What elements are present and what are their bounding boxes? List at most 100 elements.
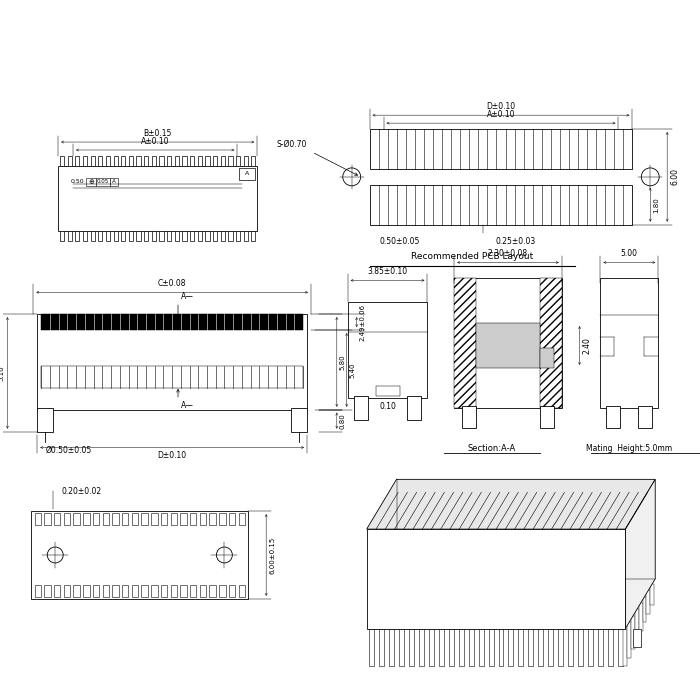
Bar [64,513,70,525]
Bar [631,616,635,649]
Bar [93,513,99,525]
Bar [58,166,257,230]
Bar [578,527,584,537]
Bar [354,395,368,420]
Bar [369,629,374,666]
Bar [98,230,102,241]
Text: A: A [245,172,249,176]
Bar [370,185,632,225]
Bar [348,302,428,398]
Bar [558,629,564,666]
Text: 2.40: 2.40 [582,337,592,354]
Bar [83,584,90,597]
Bar [399,629,404,666]
Text: 5.40: 5.40 [350,362,356,378]
Bar [439,629,444,666]
Bar [197,156,202,166]
Bar [239,584,245,597]
Bar [454,279,561,407]
Text: Mating  Height:5.0mm: Mating Height:5.0mm [587,444,673,452]
Bar [190,156,195,166]
Bar [528,527,534,537]
Bar [199,513,206,525]
Bar [409,629,414,666]
Text: 2.30±0.08: 2.30±0.08 [488,249,528,258]
Bar [37,407,53,432]
Bar [548,629,553,666]
Text: 5.10: 5.10 [0,365,4,381]
Bar [418,527,425,537]
Bar [251,156,256,166]
Polygon shape [625,480,655,629]
Bar [141,584,148,597]
Bar [408,527,414,537]
Bar [597,527,603,537]
Bar [389,629,394,666]
Bar [646,590,650,614]
Bar [199,584,206,597]
Text: 0.20±0.02: 0.20±0.02 [61,486,102,496]
Bar [90,230,94,241]
Bar [219,513,225,525]
Bar [244,230,248,241]
Bar [144,156,148,166]
Bar [167,156,172,166]
Text: S-Ø0.70: S-Ø0.70 [276,140,307,149]
Bar [498,527,504,537]
Bar [547,527,554,537]
Bar [449,629,454,666]
Bar [110,178,118,186]
Text: Section:A-A: Section:A-A [468,444,516,452]
Bar [598,629,603,666]
Bar [197,230,202,241]
Bar [74,513,80,525]
Bar [519,629,524,666]
Bar [54,513,60,525]
Bar [607,527,614,537]
Bar [498,629,503,666]
Bar [291,407,307,432]
Bar [540,348,554,368]
Polygon shape [367,480,655,529]
Bar [205,230,209,241]
Bar [75,156,79,166]
Bar [438,527,444,537]
Bar [638,406,652,428]
Text: 2.49±0.06: 2.49±0.06 [360,304,365,341]
Text: 0.80: 0.80 [340,413,346,428]
Bar [190,584,197,597]
Bar [508,527,514,537]
Text: C±0.08: C±0.08 [158,279,186,288]
Bar [83,156,87,166]
Bar [144,230,148,241]
Bar [219,584,225,597]
Bar [190,230,195,241]
Bar [624,629,627,666]
Bar [650,584,655,605]
Bar [213,156,217,166]
Bar [538,527,544,537]
Bar [60,156,64,166]
Bar [151,584,158,597]
Bar [183,156,187,166]
Bar [379,629,384,666]
Bar [83,513,90,525]
Bar [458,629,463,666]
Text: 1.80: 1.80 [653,197,659,213]
Bar [136,230,141,241]
Text: A: A [112,179,116,184]
Text: D±0.10: D±0.10 [486,102,516,111]
Bar [239,513,245,525]
Bar [428,527,435,537]
Bar [429,629,434,666]
Text: 0.10: 0.10 [379,402,396,411]
Bar [228,230,232,241]
Text: A—: A— [181,292,194,301]
Text: 3.85±0.10: 3.85±0.10 [368,267,407,276]
Bar [220,156,225,166]
Bar [121,230,125,241]
Text: ⊕: ⊕ [88,178,94,185]
Bar [540,406,554,428]
Bar [171,584,177,597]
Bar [181,513,187,525]
